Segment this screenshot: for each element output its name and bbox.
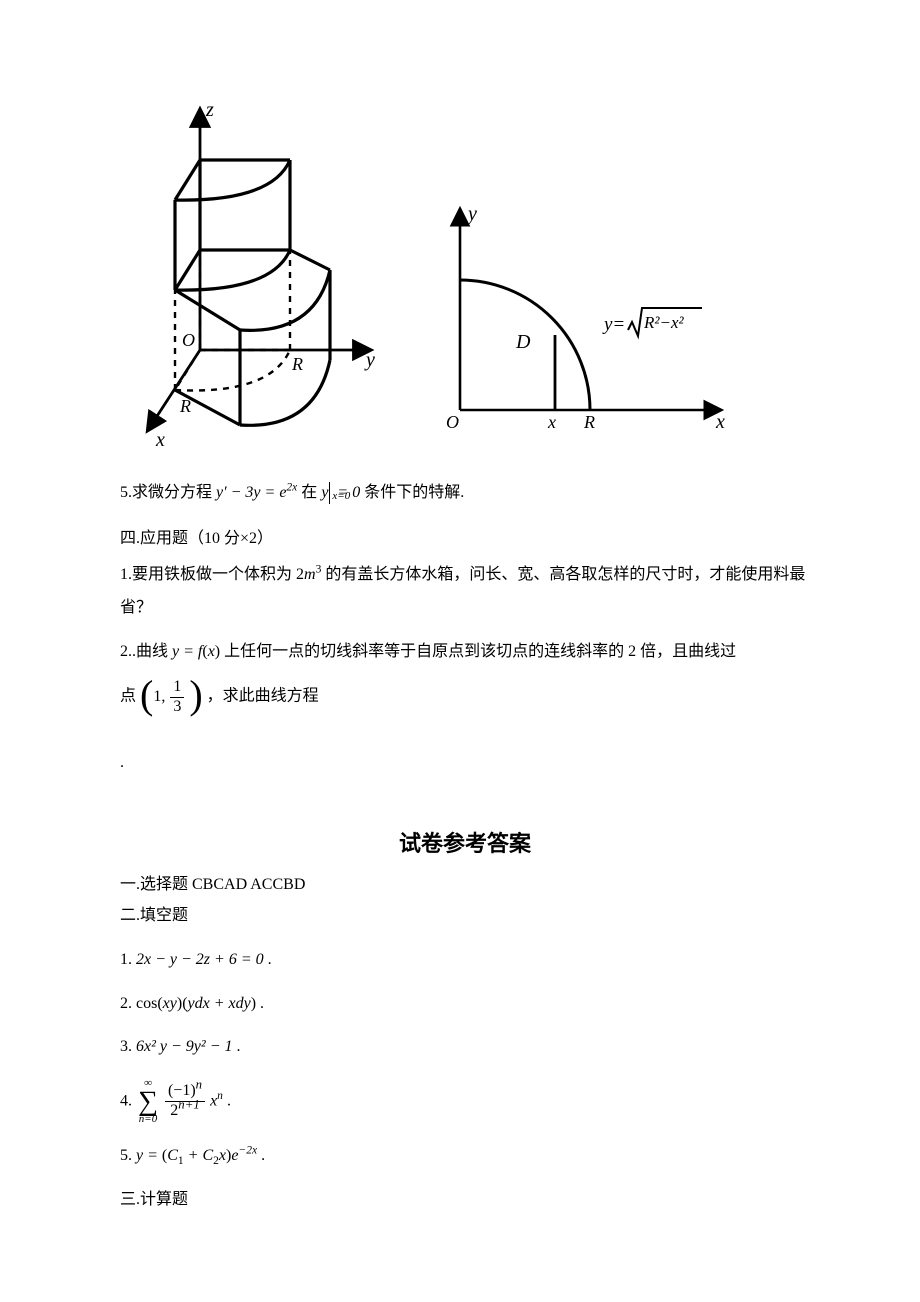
trailing-period: . <box>120 746 810 780</box>
R-x-label: R <box>179 396 191 416</box>
figure-quarter-disk: y x O D x R y= R²−x² <box>420 200 740 450</box>
answers-title: 试卷参考答案 <box>120 826 810 858</box>
answers-calc-header: 三.计算题 <box>120 1187 810 1213</box>
svg-text:y=: y= <box>602 314 625 335</box>
answer-3: 3. 6x² y − 9y² − 1 . <box>120 1034 810 1060</box>
answer-5: 5. y = (C1 + C2x)e−2x . <box>120 1143 810 1169</box>
answers-fill-header: 二.填空题 <box>120 903 810 929</box>
figure-3d-solid: z y x O R R <box>120 100 380 450</box>
answers-choice: 一.选择题 CBCAD ACCBD <box>120 872 810 898</box>
sigma-icon: ∞ ∑ n=0 <box>138 1078 158 1125</box>
p5-prefix: 5.求微分方程 <box>120 484 216 501</box>
applied-q2-point: 点 (1, 13 ) ，求此曲线方程 <box>120 678 810 716</box>
axis-x-label-2: x <box>715 411 725 433</box>
x-tick-label: x <box>547 412 556 432</box>
applied-q1: 1.要用铁板做一个体积为 2m3 的有盖长方体水箱，问长、宽、高各取怎样的尺寸时… <box>120 558 810 625</box>
R-y-label: R <box>291 354 303 374</box>
figures-row: z y x O R R y <box>120 100 810 450</box>
p5-cond-post: 条件下的特解. <box>364 484 464 501</box>
problem-5: 5.求微分方程 y′ − 3y = e2x 在 yx=0 = 0 条件下的特解. <box>120 476 810 510</box>
answer-4: 4. ∞ ∑ n=0 (−1)n 2n+1 xn . <box>120 1078 810 1125</box>
origin-label: O <box>182 330 195 350</box>
origin-label-2: O <box>446 412 459 432</box>
curve-equation-label: y= R²−x² <box>602 308 702 336</box>
region-D-label: D <box>515 331 531 353</box>
applied-q2: 2..曲线 y = f(x) 上任何一点的切线斜率等于自原点到该切点的连线斜率的… <box>120 635 810 669</box>
axis-y-label: y <box>364 349 375 371</box>
R-tick-label: R <box>583 412 595 432</box>
p5-cond-pre: 在 <box>301 484 321 501</box>
axis-z-label: z <box>205 100 214 121</box>
answer-2: 2. cos(xy)(ydx + xdy) . <box>120 991 810 1017</box>
axis-y-label-2: y <box>466 203 477 225</box>
axis-x-label: x <box>155 429 165 450</box>
section-4-header: 四.应用题（10 分×2） <box>120 524 810 548</box>
answer-1: 1. 2x − y − 2z + 6 = 0 . <box>120 947 810 973</box>
svg-text:R²−x²: R²−x² <box>643 313 684 332</box>
